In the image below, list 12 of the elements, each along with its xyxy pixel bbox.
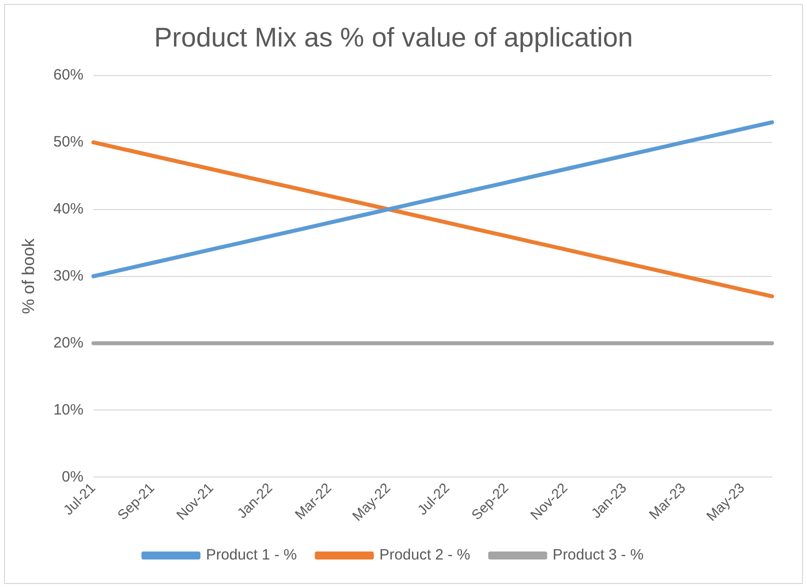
legend-label: Product 3 - % <box>552 546 644 564</box>
y-tick-label: 50% <box>53 133 84 150</box>
y-axis-title: % of book <box>18 238 38 314</box>
y-tick-label: 0% <box>62 468 84 486</box>
y-tick-label: 30% <box>53 267 84 284</box>
y-tick-label: 60% <box>53 66 84 84</box>
y-tick-label: 10% <box>53 401 84 418</box>
y-tick-label: 40% <box>53 200 84 218</box>
legend-label: Product 2 - % <box>379 546 470 564</box>
legend-label: Product 1 - % <box>206 546 297 564</box>
y-tick-label: 20% <box>53 334 84 352</box>
chart-title: Product Mix as % of value of application <box>154 22 633 53</box>
